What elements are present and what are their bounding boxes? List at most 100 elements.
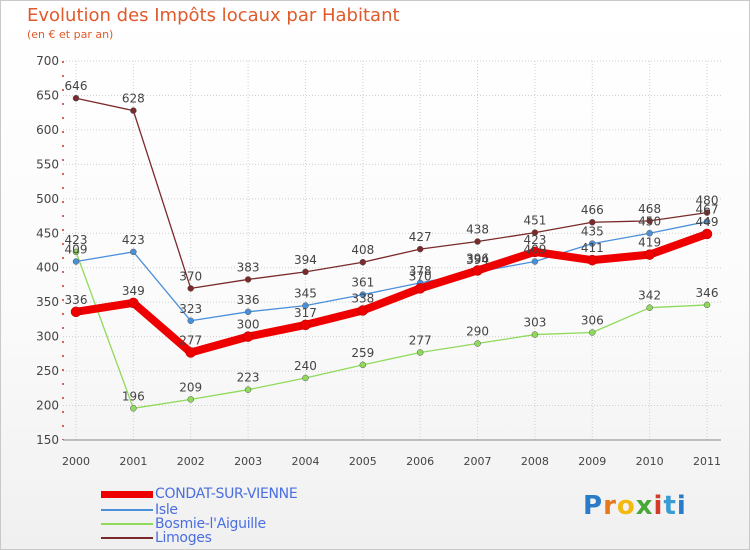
x-tick-label: 2008: [521, 455, 549, 468]
data-point: [474, 340, 481, 347]
legend-label: Bosmie-l'Aiguille: [155, 516, 266, 532]
y-tick-label: 250: [36, 364, 59, 378]
x-tick-label: 2009: [578, 455, 606, 468]
data-point: [416, 245, 424, 253]
data-point: [589, 329, 596, 336]
data-point: [529, 246, 541, 258]
data-label: 419: [638, 236, 661, 250]
y-tick-label: 300: [36, 330, 59, 344]
data-point: [70, 306, 82, 318]
x-tick-label: 2000: [62, 455, 90, 468]
data-point: [359, 361, 367, 369]
data-label: 338: [351, 291, 374, 305]
data-label: 306: [581, 314, 604, 328]
data-point: [130, 405, 137, 412]
data-label: 423: [122, 233, 145, 247]
data-point: [472, 265, 483, 276]
data-label: 240: [294, 359, 317, 373]
x-tick-label: 2010: [636, 455, 664, 468]
data-label: 628: [122, 92, 145, 106]
data-point: [474, 238, 481, 245]
data-label: 196: [122, 389, 145, 403]
data-point: [128, 297, 139, 309]
x-tick-label: 2003: [234, 455, 262, 468]
data-label: 438: [466, 223, 489, 237]
data-label: 259: [351, 346, 374, 360]
data-point: [587, 254, 598, 266]
data-point: [244, 386, 252, 393]
chart-subtitle: (en € et par an): [27, 28, 114, 41]
data-point: [302, 268, 309, 276]
legend-item-isle: Isle: [101, 502, 361, 519]
y-tick-label: 450: [36, 226, 59, 240]
data-label: 449: [696, 215, 719, 229]
data-point: [302, 374, 309, 382]
data-point: [302, 302, 309, 309]
data-point: [130, 248, 137, 256]
series-line-1: [75, 220, 708, 322]
legend-item-condat: CONDAT-SUR-VIENNE: [101, 486, 361, 503]
data-label: 423: [523, 233, 546, 247]
data-label: 277: [179, 333, 202, 347]
data-label: 342: [638, 289, 661, 303]
data-point: [646, 230, 653, 237]
data-label: 370: [179, 269, 202, 283]
x-tick-label: 2005: [349, 455, 377, 468]
data-label: 383: [237, 260, 260, 274]
data-label: 336: [237, 293, 260, 307]
legend-label: Isle: [155, 502, 178, 518]
data-point: [300, 319, 311, 331]
data-label: 290: [466, 325, 489, 339]
x-tick-label: 2004: [291, 455, 319, 468]
data-label: 346: [696, 286, 719, 300]
y-tick-label: 400: [36, 261, 59, 275]
data-label: 317: [294, 306, 317, 320]
data-point: [531, 258, 539, 265]
x-tick-label: 2011: [693, 455, 721, 468]
data-point: [242, 331, 254, 342]
legend-swatch: [101, 523, 153, 525]
y-tick-label: 200: [36, 399, 59, 413]
y-tick-label: 350: [36, 295, 59, 309]
data-label: 209: [179, 380, 202, 394]
y-tick-label: 150: [36, 433, 59, 447]
data-label: 646: [65, 79, 88, 93]
data-point: [589, 240, 596, 247]
data-label: 378: [409, 264, 432, 278]
data-point: [646, 304, 653, 311]
data-label: 427: [409, 230, 432, 244]
data-label: 361: [351, 276, 374, 290]
data-label: 468: [638, 202, 661, 216]
data-label: 394: [466, 253, 489, 267]
legend-item-bosmie: Bosmie-l'Aiguille: [101, 516, 361, 533]
data-label: 408: [351, 243, 374, 257]
x-tick-label: 2002: [177, 455, 205, 468]
data-point: [703, 301, 711, 309]
data-point: [187, 285, 194, 292]
data-point: [703, 218, 711, 225]
y-tick-label: 500: [36, 192, 59, 206]
series-line-0: [72, 229, 711, 357]
data-label: 423: [65, 233, 88, 247]
data-point: [185, 347, 196, 358]
data-label: 467: [696, 203, 719, 217]
data-point: [416, 349, 424, 356]
data-point: [244, 276, 252, 283]
data-point: [531, 331, 539, 338]
data-point: [72, 258, 80, 265]
data-label: 370: [409, 269, 432, 283]
series-line-3: [75, 97, 708, 290]
data-point: [72, 248, 80, 256]
x-tick-label: 2007: [464, 455, 492, 468]
data-label: 300: [237, 318, 260, 332]
series-line-2: [75, 251, 708, 409]
data-point: [646, 217, 653, 225]
proxiti-logo: Proxiti: [583, 491, 687, 521]
data-label: 411: [581, 241, 604, 255]
y-tick-label: 600: [36, 123, 59, 137]
data-label: 450: [638, 214, 661, 228]
y-tick-label: 700: [36, 54, 59, 68]
x-tick-label: 2006: [406, 455, 434, 468]
data-point: [531, 229, 539, 236]
